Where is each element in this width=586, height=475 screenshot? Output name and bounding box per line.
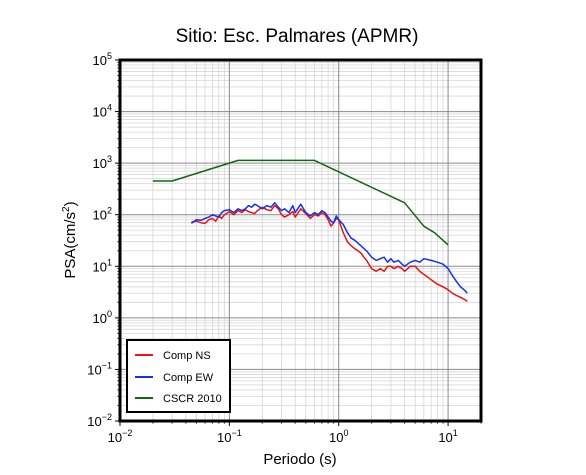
x-tick-label-exponent: −2 [122,428,132,438]
y-tick-label-base: 10 [93,53,107,68]
x-axis-label: Periodo (s) [263,451,336,468]
series-lines [152,159,468,302]
y-tick-label-base: 10 [87,362,101,377]
x-tick-label: 101 [438,428,457,445]
x-tick-label: 10−1 [217,428,242,445]
x-tick-labels: 10−2 10−1 100 101 [108,428,458,445]
y-axis-label: PSA(cm/s2) [61,201,79,278]
y-tick-label: 104 [93,103,112,120]
legend-label-ew: Comp EW [163,372,214,384]
series-line-cscr-2010 [152,159,449,246]
x-tick-label-base: 10 [217,430,231,445]
y-tick-label: 105 [93,51,112,68]
x-tick-label-exponent: −1 [231,428,241,438]
legend-label-ns: Comp NS [163,350,211,362]
x-tick-label-base: 10 [438,430,452,445]
x-tick-label-base: 10 [329,430,343,445]
y-axis-label-base: PSA(cm/s [62,212,79,279]
x-tick-label-exponent: 1 [453,428,458,438]
y-tick-label-exponent: 2 [107,206,112,216]
x-tick-label-exponent: 0 [343,428,348,438]
y-tick-label-exponent: −2 [102,412,112,422]
x-tick-label: 100 [329,428,348,445]
y-axis-label-superscript: 2 [61,206,72,212]
y-tick-label: 102 [93,206,112,223]
y-tick-label-base: 10 [87,414,101,429]
y-tick-label: 10−1 [87,360,112,377]
y-tick-label: 100 [93,309,112,326]
series-line-comp-ew [190,202,468,294]
y-tick-label-exponent: 5 [107,51,112,61]
y-tick-label-base: 10 [93,105,107,120]
y-tick-label-exponent: −1 [102,360,112,370]
axis-ticks [115,59,482,426]
y-tick-label-exponent: 4 [107,103,112,113]
plot-frame [118,58,483,423]
y-tick-label-base: 10 [93,311,107,326]
y-tick-label-base: 10 [93,208,107,223]
y-tick-label: 103 [93,154,112,171]
chart-title: Sitio: Esc. Palmares (APMR) [176,26,419,47]
y-axis-label-close: ) [62,201,79,206]
y-tick-label: 101 [93,257,112,274]
y-tick-label: 10−2 [87,412,112,429]
y-tick-label-base: 10 [93,259,107,274]
y-tick-label-base: 10 [93,156,107,171]
y-tick-label-exponent: 0 [107,309,112,319]
y-tick-label-exponent: 3 [107,154,112,164]
series-line-comp-ns [191,204,468,302]
legend-label-cscr: CSCR 2010 [163,393,222,405]
legend: Comp NS Comp EW CSCR 2010 [126,339,231,413]
x-tick-label-base: 10 [108,430,122,445]
y-tick-label-exponent: 1 [107,257,112,267]
x-tick-label: 10−2 [108,428,133,445]
